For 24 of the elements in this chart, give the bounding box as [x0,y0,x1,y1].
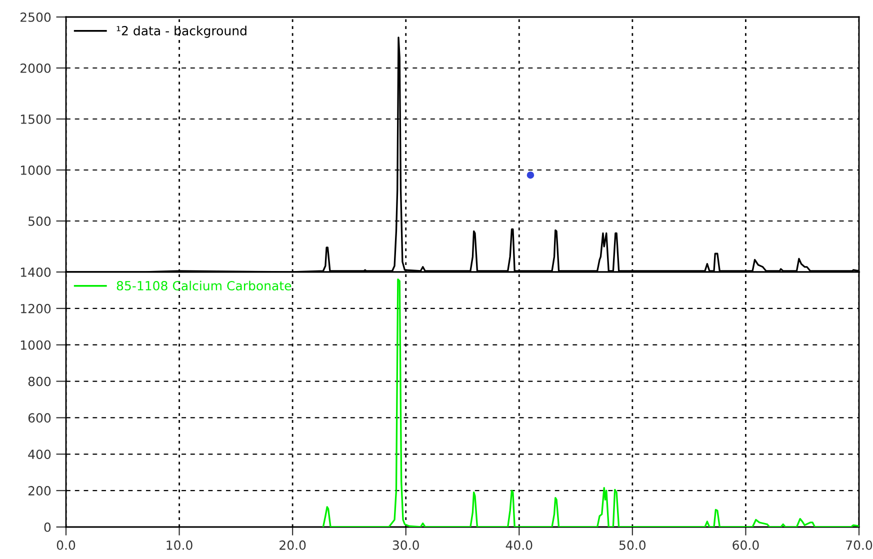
y-tick-label: 2000 [20,63,51,73]
y-tick-label: 1500 [20,114,51,124]
x-tick-label: 40.0 [506,540,532,550]
x-tick-label: 50.0 [619,540,646,550]
x-tick-label: 60.0 [732,540,759,550]
x-tick-label: 0.0 [56,540,76,550]
y-tick-label: 400 [28,450,51,460]
line-series [322,278,859,527]
x-tick-label: 10.0 [166,540,192,550]
y-tick-label: 1000 [20,340,51,350]
y-tick-label: 600 [28,413,51,423]
y-tick-label: 200 [28,486,51,496]
y-tick-label: 2500 [20,12,51,22]
y-tick-label: 1000 [20,165,51,175]
y-tick-label: 500 [28,216,51,226]
legend-label: 85-1108 Calcium Carbonate [116,280,292,290]
y-tick-label: 800 [28,376,51,386]
x-tick-label: 20.0 [280,540,306,550]
x-tick-label: 70.0 [846,540,872,550]
legend-label: ¹2 data - background [116,26,246,38]
y-tick-label: 1200 [20,304,51,314]
x-tick-label: 30.0 [392,540,419,550]
y-tick-label: 1400 [20,267,51,277]
y-tick-label: 0 [44,522,51,532]
